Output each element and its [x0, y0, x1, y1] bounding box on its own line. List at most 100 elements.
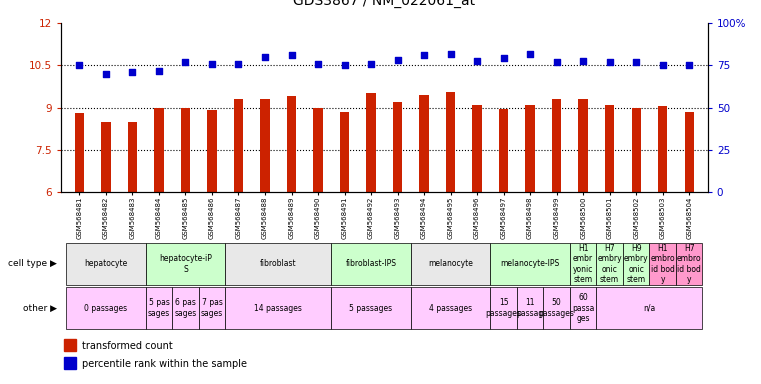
- Point: [444, 51, 457, 57]
- FancyBboxPatch shape: [597, 243, 623, 285]
- FancyBboxPatch shape: [66, 243, 145, 285]
- Text: H7
embry
onic
stem: H7 embry onic stem: [597, 244, 622, 284]
- FancyBboxPatch shape: [331, 243, 411, 285]
- Text: fibroblast: fibroblast: [260, 260, 297, 268]
- Text: 5 pas
sages: 5 pas sages: [148, 298, 170, 318]
- FancyBboxPatch shape: [145, 243, 225, 285]
- Point: [365, 61, 377, 67]
- FancyBboxPatch shape: [331, 287, 411, 329]
- Bar: [473, 105, 482, 192]
- FancyBboxPatch shape: [172, 287, 199, 329]
- Point: [312, 61, 324, 67]
- Text: 60
passa
ges: 60 passa ges: [572, 293, 594, 323]
- Text: percentile rank within the sample: percentile rank within the sample: [81, 359, 247, 369]
- Point: [73, 62, 85, 68]
- FancyBboxPatch shape: [676, 243, 702, 285]
- Text: 11
passag: 11 passag: [517, 298, 544, 318]
- Point: [232, 61, 244, 67]
- Point: [418, 52, 430, 58]
- Point: [100, 71, 112, 77]
- Point: [657, 62, 669, 68]
- Point: [471, 58, 483, 64]
- Text: 14 passages: 14 passages: [254, 304, 302, 313]
- Text: 50
passages: 50 passages: [539, 298, 575, 318]
- Text: melanocyte-IPS: melanocyte-IPS: [501, 260, 560, 268]
- Text: 4 passages: 4 passages: [429, 304, 472, 313]
- Bar: [154, 108, 164, 192]
- Bar: [685, 112, 694, 192]
- Text: other ▶: other ▶: [23, 304, 57, 313]
- FancyBboxPatch shape: [597, 287, 702, 329]
- Text: 7 pas
sages: 7 pas sages: [201, 298, 223, 318]
- Bar: [314, 108, 323, 192]
- FancyBboxPatch shape: [225, 287, 331, 329]
- FancyBboxPatch shape: [411, 287, 490, 329]
- Bar: [632, 108, 641, 192]
- Bar: [64, 357, 76, 369]
- Bar: [64, 339, 76, 351]
- Text: hepatocyte-iP
S: hepatocyte-iP S: [159, 254, 212, 274]
- Text: H1
embr
yonic
stem: H1 embr yonic stem: [573, 244, 594, 284]
- FancyBboxPatch shape: [649, 243, 676, 285]
- Point: [603, 60, 616, 66]
- Bar: [552, 99, 562, 192]
- Point: [153, 68, 165, 74]
- Text: H9
embry
onic
stem: H9 embry onic stem: [624, 244, 648, 284]
- Point: [550, 60, 562, 66]
- Text: cell type ▶: cell type ▶: [8, 260, 57, 268]
- Text: 5 passages: 5 passages: [349, 304, 393, 313]
- FancyBboxPatch shape: [570, 287, 597, 329]
- FancyBboxPatch shape: [145, 287, 172, 329]
- FancyBboxPatch shape: [543, 287, 570, 329]
- Bar: [181, 108, 190, 192]
- FancyBboxPatch shape: [490, 243, 570, 285]
- Bar: [260, 99, 269, 192]
- Bar: [446, 92, 455, 192]
- Text: 0 passages: 0 passages: [84, 304, 128, 313]
- Point: [285, 52, 298, 58]
- Bar: [340, 112, 349, 192]
- Bar: [75, 113, 84, 192]
- Bar: [393, 102, 403, 192]
- Text: transformed count: transformed count: [81, 341, 172, 351]
- Bar: [101, 122, 110, 192]
- FancyBboxPatch shape: [411, 243, 490, 285]
- Text: 15
passages: 15 passages: [486, 298, 521, 318]
- Bar: [419, 95, 428, 192]
- Text: n/a: n/a: [643, 304, 655, 313]
- FancyBboxPatch shape: [623, 243, 649, 285]
- Text: H7
embro
id bod
y: H7 embro id bod y: [677, 244, 702, 284]
- Bar: [499, 109, 508, 192]
- Point: [577, 58, 589, 64]
- Text: fibroblast-IPS: fibroblast-IPS: [345, 260, 396, 268]
- Bar: [207, 110, 217, 192]
- Text: 6 pas
sages: 6 pas sages: [174, 298, 196, 318]
- Bar: [578, 99, 587, 192]
- Point: [339, 62, 351, 68]
- Point: [180, 60, 192, 66]
- Text: melanocyte: melanocyte: [428, 260, 473, 268]
- Point: [524, 51, 537, 57]
- Point: [206, 61, 218, 67]
- FancyBboxPatch shape: [225, 243, 331, 285]
- Text: GDS3867 / NM_022061_at: GDS3867 / NM_022061_at: [293, 0, 476, 8]
- FancyBboxPatch shape: [517, 287, 543, 329]
- Bar: [287, 96, 296, 192]
- FancyBboxPatch shape: [199, 287, 225, 329]
- Bar: [605, 105, 614, 192]
- Point: [259, 54, 271, 60]
- Point: [498, 55, 510, 61]
- FancyBboxPatch shape: [490, 287, 517, 329]
- Bar: [366, 93, 376, 192]
- Point: [630, 60, 642, 66]
- FancyBboxPatch shape: [570, 243, 597, 285]
- Bar: [234, 99, 243, 192]
- Text: H1
embro
id bod
y: H1 embro id bod y: [651, 244, 675, 284]
- Point: [391, 56, 403, 63]
- Bar: [658, 106, 667, 192]
- Point: [126, 69, 139, 75]
- Bar: [128, 122, 137, 192]
- FancyBboxPatch shape: [66, 287, 145, 329]
- Text: hepatocyte: hepatocyte: [84, 260, 128, 268]
- Point: [683, 62, 696, 68]
